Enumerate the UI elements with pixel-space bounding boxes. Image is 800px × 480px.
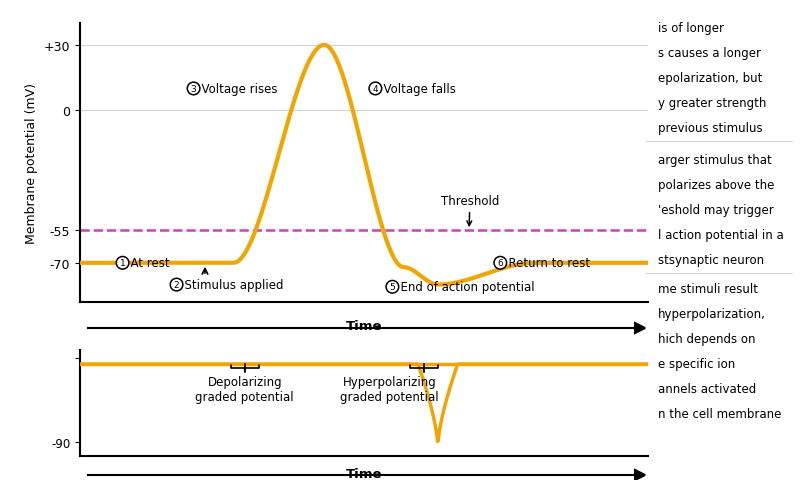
Text: is of longer: is of longer — [658, 22, 723, 35]
Text: hyperpolarization,: hyperpolarization, — [658, 307, 766, 320]
Text: y greater strength: y greater strength — [658, 96, 766, 109]
Text: 4: 4 — [373, 85, 378, 94]
Text: At rest: At rest — [123, 257, 170, 270]
Text: 2: 2 — [174, 280, 179, 289]
Text: stsynaptic neuron: stsynaptic neuron — [658, 253, 764, 266]
Text: n the cell membrane: n the cell membrane — [658, 407, 781, 420]
Text: Voltage falls: Voltage falls — [376, 83, 456, 96]
Text: previous stimulus: previous stimulus — [658, 121, 762, 134]
Text: me stimuli result: me stimuli result — [658, 282, 758, 295]
Y-axis label: Membrane potential (mV): Membrane potential (mV) — [26, 83, 38, 243]
Text: 3: 3 — [190, 85, 197, 94]
Text: e specific ion: e specific ion — [658, 357, 735, 370]
Text: annels activated: annels activated — [658, 382, 756, 395]
Text: l action potential in a: l action potential in a — [658, 228, 783, 241]
Text: 'eshold may trigger: 'eshold may trigger — [658, 204, 774, 216]
Text: 1: 1 — [120, 259, 126, 268]
Text: polarizes above the: polarizes above the — [658, 179, 774, 192]
Text: arger stimulus that: arger stimulus that — [658, 154, 771, 167]
Text: Stimulus applied: Stimulus applied — [177, 278, 284, 291]
Text: s causes a longer: s causes a longer — [658, 47, 761, 60]
Text: Depolarizing
graded potential: Depolarizing graded potential — [195, 375, 294, 403]
Text: 6: 6 — [498, 259, 503, 268]
Text: Voltage rises: Voltage rises — [194, 83, 278, 96]
Text: End of action potential: End of action potential — [393, 281, 534, 294]
Text: Threshold: Threshold — [441, 194, 499, 226]
Text: epolarization, but: epolarization, but — [658, 72, 762, 84]
Text: Hyperpolarizing
graded potential: Hyperpolarizing graded potential — [340, 375, 439, 403]
Text: Return to rest: Return to rest — [501, 257, 590, 270]
Text: Time: Time — [346, 319, 382, 332]
Text: Time: Time — [346, 467, 382, 480]
Text: hich depends on: hich depends on — [658, 332, 755, 345]
Text: 5: 5 — [390, 283, 395, 292]
